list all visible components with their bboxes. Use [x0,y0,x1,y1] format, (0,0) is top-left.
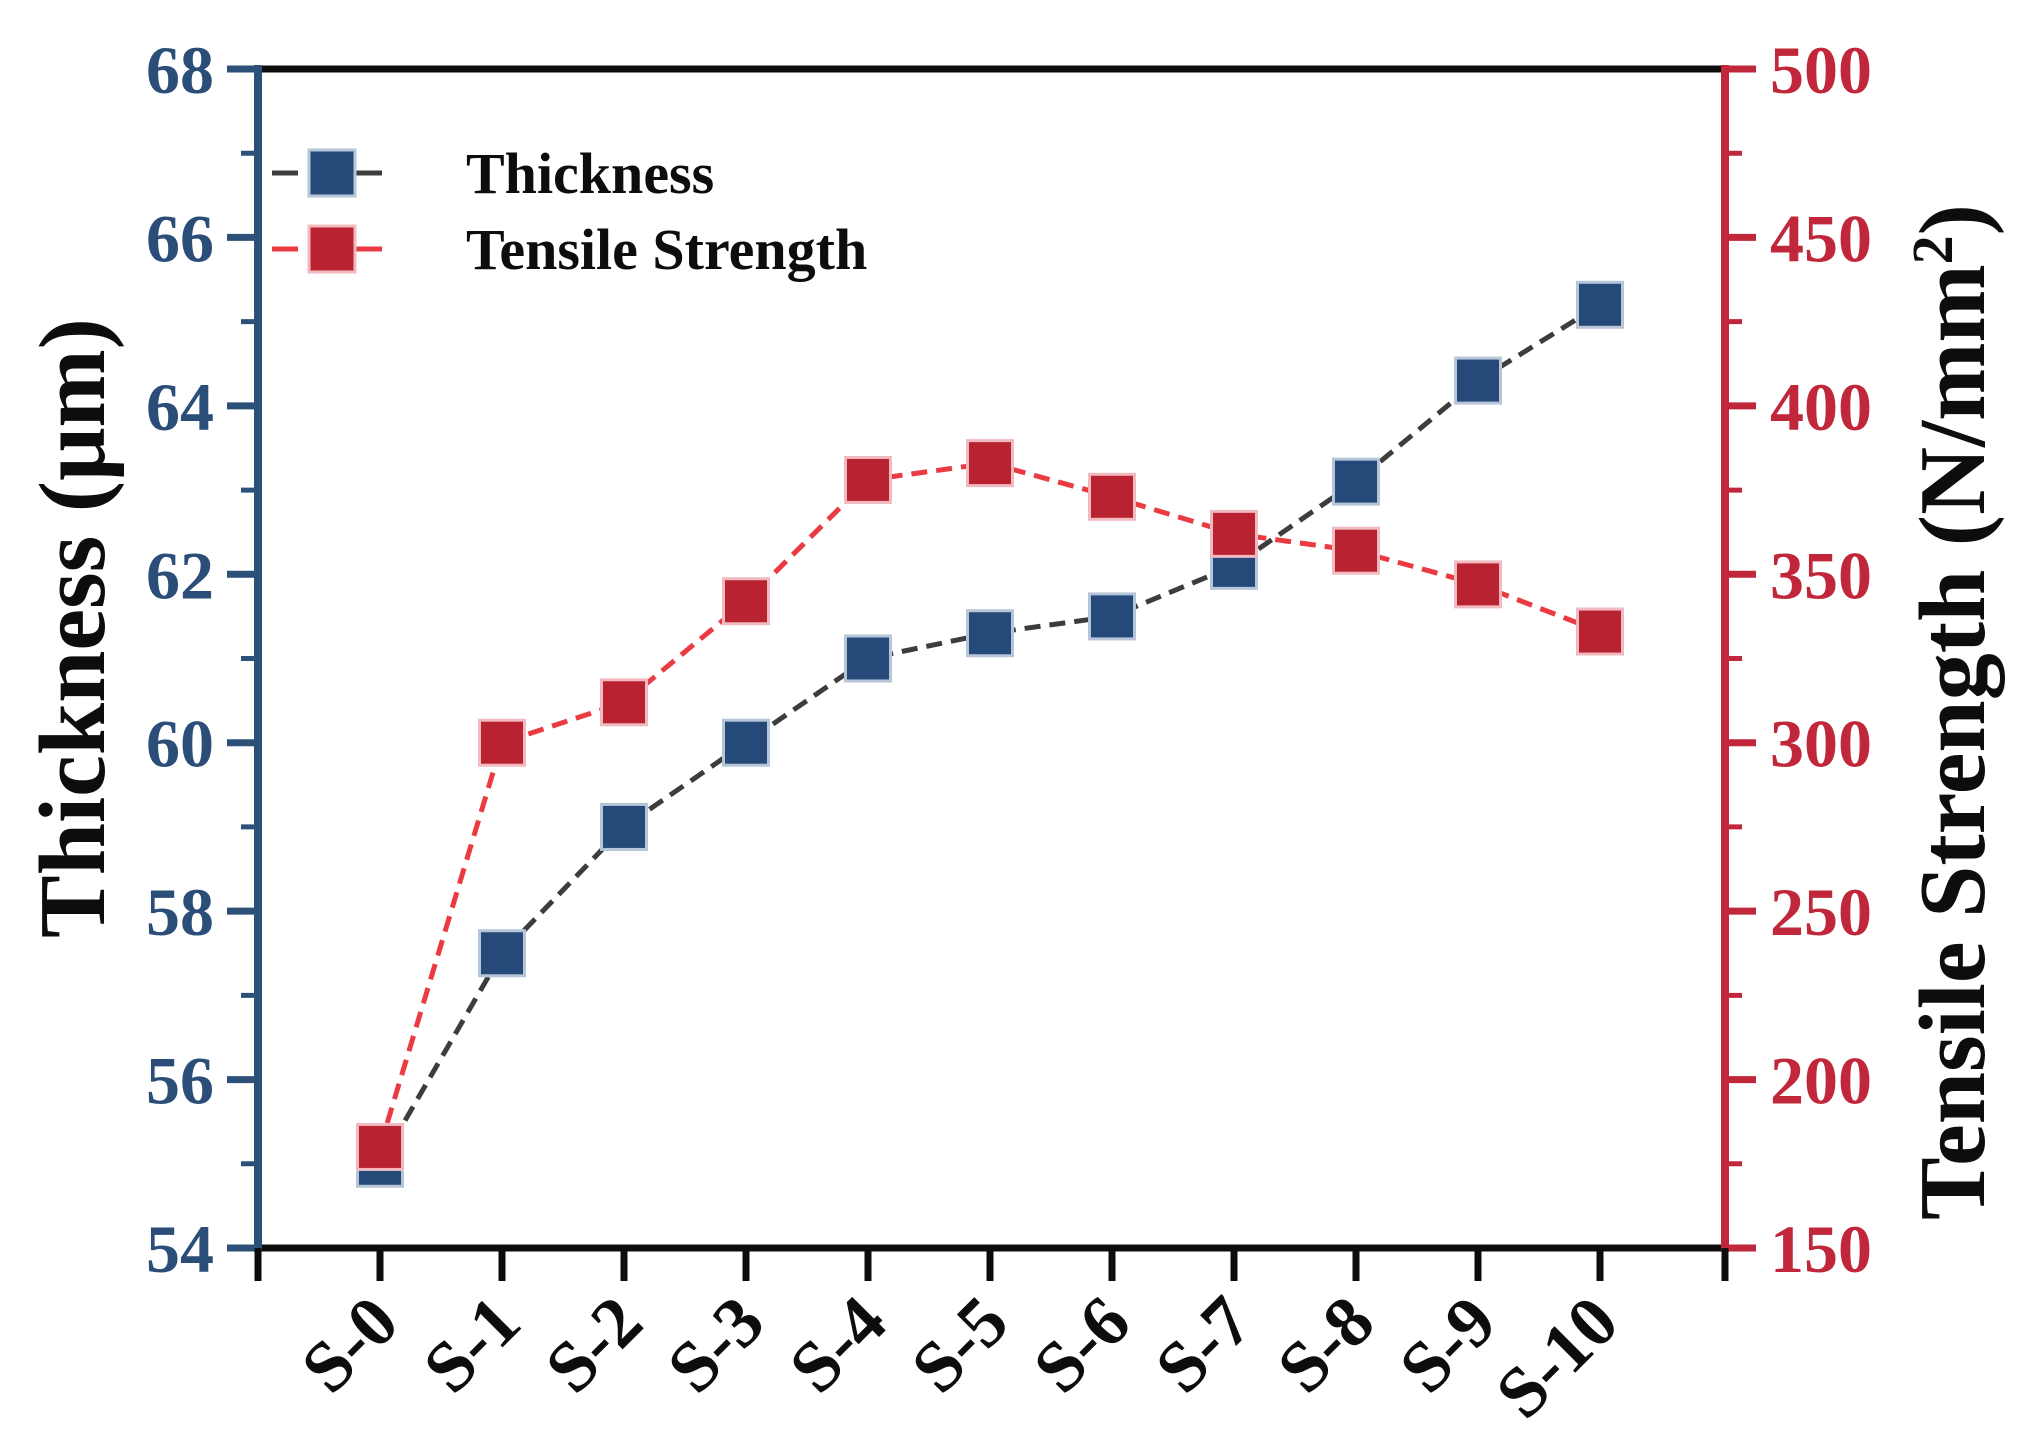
right-tick-label: 500 [1770,32,1872,108]
legend-tensile-marker [307,224,357,274]
tensile-strength-data-point [966,439,1014,488]
x-tick-label: S-1 [408,1281,535,1408]
x-tick-label: S-5 [896,1281,1023,1408]
thickness-data-point [966,609,1014,658]
tensile-strength-data-point [1210,509,1258,558]
left-tick-label: 68 [146,32,214,108]
x-tick-label: S-2 [530,1281,657,1408]
tensile-strength-line [377,460,1601,1148]
data-series [356,280,1624,1188]
x-axis-ticks: S-0S-1S-2S-3S-4S-5S-6S-7S-8S-9S-10 [254,1248,1729,1434]
tensile-strength-data-point [600,678,648,727]
thickness-data-point [722,718,770,767]
right-tick-label: 400 [1770,369,1872,445]
thickness-data-point [600,802,648,851]
left-axis-title: Thickness (μm) [21,318,125,938]
thickness-line [377,302,1602,1166]
left-tick-label: 62 [146,537,214,613]
legend: Thickness Tensile Strength [272,141,867,282]
right-tick-label: 250 [1770,874,1872,950]
left-axis-ticks: 54 56 58 60 62 64 66 68 [146,32,258,1287]
tensile-strength-data-point [1332,526,1380,575]
x-tick-label: S-7 [1140,1281,1267,1408]
thickness-data-point [478,929,526,978]
tensile-strength-data-point [478,718,526,767]
tensile-strength-data-point [356,1122,404,1171]
right-tick-label: 300 [1770,706,1872,782]
thickness-data-point [1454,356,1502,405]
legend-thickness-marker [307,148,357,198]
right-axis-ticks: 150 200 250 300 350 400 450 500 [1725,32,1872,1287]
x-tick-label: S-0 [286,1281,413,1408]
legend-label-tensile-strength: Tensile Strength [466,217,867,282]
tensile-strength-data-point [1088,472,1136,521]
x-tick-label: S-6 [1018,1281,1145,1408]
thickness-data-point [1332,457,1380,506]
left-tick-label: 58 [146,874,214,950]
left-tick-label: 54 [146,1211,214,1287]
tensile-strength-data-point [1576,607,1624,656]
thickness-data-point [1088,592,1136,641]
left-tick-label: 64 [146,369,214,445]
tensile-strength-data-point [1454,560,1502,609]
axis-titles: Thickness (μm) Tensile Strength (N/mm2) [21,204,2005,1220]
right-tick-label: 450 [1770,200,1872,276]
left-tick-label: 56 [146,1043,214,1119]
legend-label-thickness: Thickness [466,141,714,206]
x-tick-label: S-10 [1481,1281,1634,1434]
thickness-data-point [844,634,892,683]
x-tick-label: S-8 [1262,1281,1389,1408]
right-tick-label: 150 [1770,1211,1872,1287]
right-tick-label: 350 [1770,537,1872,613]
left-tick-label: 60 [146,706,214,782]
thickness-data-point [1576,280,1624,329]
right-axis-title: Tensile Strength (N/mm2) [1900,204,2005,1220]
right-tick-label: 200 [1770,1043,1872,1119]
tensile-strength-data-point [722,577,770,626]
x-tick-label: S-3 [652,1281,779,1408]
tensile-strength-data-point [844,455,892,504]
x-tick-label: S-4 [774,1281,901,1408]
left-tick-label: 66 [146,200,214,276]
